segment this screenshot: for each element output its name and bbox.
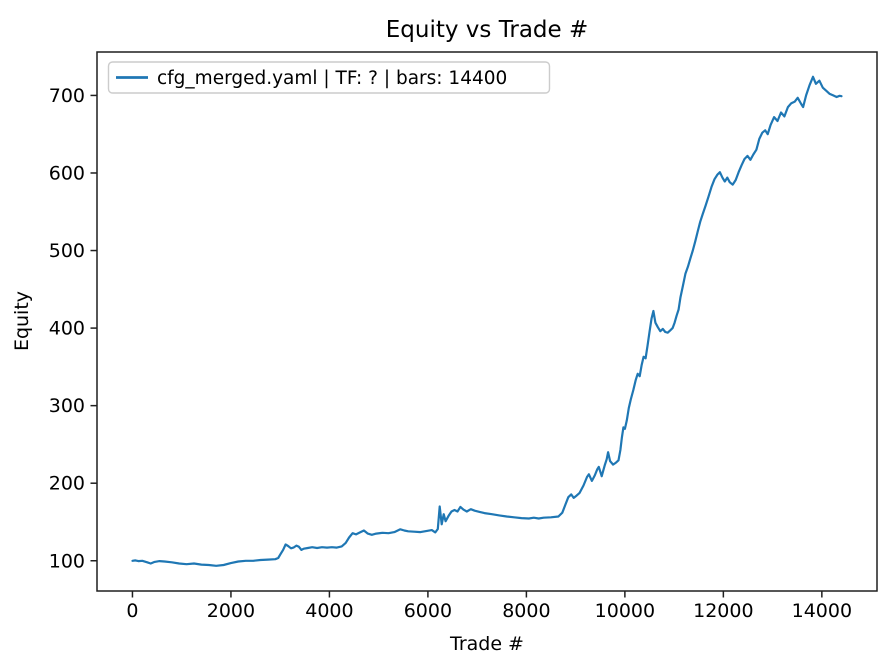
x-tick-label: 6000 xyxy=(404,600,452,622)
x-tick-label: 0 xyxy=(126,600,138,622)
y-tick-label: 200 xyxy=(49,473,85,495)
y-axis-ticks: 100 200 300 400 500 600 700 xyxy=(49,85,97,572)
x-tick-label: 10000 xyxy=(595,600,655,622)
legend-box xyxy=(107,61,551,94)
x-axis-label: Trade # xyxy=(449,633,524,655)
plot-border xyxy=(96,51,878,592)
chart-title: Equity vs Trade # xyxy=(386,17,589,43)
x-axis-ticks: 0 2000 4000 6000 8000 10000 12000 14000 xyxy=(126,591,852,622)
x-tick-label: 12000 xyxy=(693,600,753,622)
x-tick-label: 2000 xyxy=(207,600,255,622)
y-tick-label: 600 xyxy=(49,162,85,184)
y-tick-label: 100 xyxy=(49,550,85,572)
y-tick-label: 700 xyxy=(49,85,85,107)
legend-label: cfg_merged.yaml | TF: ? | bars: 14400 xyxy=(157,68,507,89)
x-tick-label: 8000 xyxy=(502,600,550,622)
y-tick-label: 400 xyxy=(49,318,85,340)
y-axis-label: Equity xyxy=(11,291,33,351)
y-tick-label: 500 xyxy=(49,240,85,262)
y-tick-label: 300 xyxy=(49,395,85,417)
legend: cfg_merged.yaml | TF: ? | bars: 14400 xyxy=(107,61,551,94)
x-tick-label: 14000 xyxy=(792,600,852,622)
x-tick-label: 4000 xyxy=(305,600,353,622)
equity-line-series xyxy=(131,75,843,567)
